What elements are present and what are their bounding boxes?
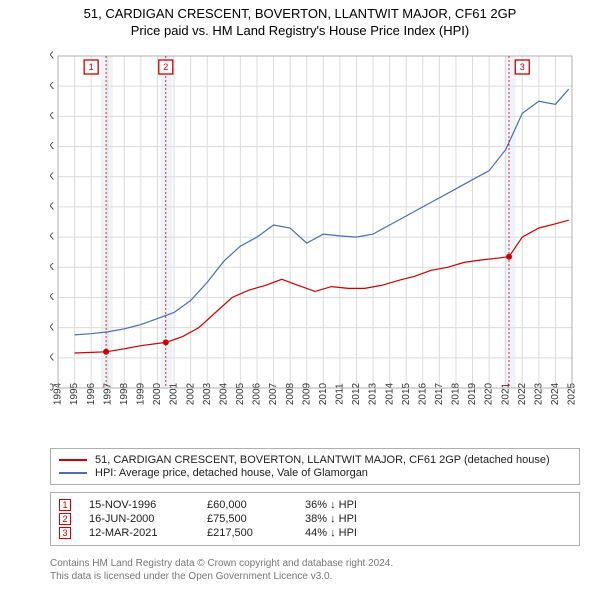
event-row: 2 16-JUN-2000 £75,500 38% ↓ HPI — [59, 513, 571, 525]
y-tick-label: £400K — [50, 141, 54, 152]
event-marker-number: 3 — [520, 62, 525, 72]
x-tick-label: 2008 — [285, 382, 296, 405]
x-tick-label: 2011 — [335, 383, 346, 405]
legend-swatch — [59, 472, 87, 474]
x-tick-label: 1996 — [86, 382, 97, 405]
x-tick-label: 2006 — [252, 382, 263, 405]
shade-band — [161, 56, 173, 388]
x-tick-label: 2003 — [202, 382, 213, 405]
y-tick-label: £300K — [50, 202, 54, 213]
y-tick-label: £150K — [50, 292, 54, 303]
events-table: 1 15-NOV-1996 £60,000 36% ↓ HPI 2 16-JUN-2000… — [50, 492, 580, 546]
y-tick-label: £500K — [50, 81, 54, 92]
event-date: 16-JUN-2000 — [89, 513, 189, 525]
event-point — [103, 349, 109, 355]
x-tick-label: 2005 — [235, 382, 246, 405]
event-point — [506, 254, 512, 260]
footer-note: Contains HM Land Registry data © Crown c… — [50, 558, 580, 583]
x-tick-label: 1999 — [136, 382, 147, 405]
event-date: 12-MAR-2021 — [89, 527, 189, 539]
x-tick-label: 2013 — [368, 382, 379, 405]
x-tick-label: 2012 — [351, 382, 362, 405]
footer-line-2: This data is licensed under the Open Gov… — [50, 571, 332, 582]
series-hpi — [75, 89, 569, 335]
event-row: 1 15-NOV-1996 £60,000 36% ↓ HPI — [59, 499, 571, 511]
x-tick-label: 2024 — [550, 382, 561, 405]
legend-row: 51, CARDIGAN CRESCENT, BOVERTON, LLANTWI… — [59, 454, 571, 466]
y-tick-label: £450K — [50, 111, 54, 122]
x-tick-label: 2019 — [467, 382, 478, 405]
x-tick-label: 2018 — [451, 382, 462, 405]
event-point — [163, 339, 169, 345]
legend-box: 51, CARDIGAN CRESCENT, BOVERTON, LLANTWI… — [50, 448, 580, 485]
event-marker-box: 2 — [59, 513, 71, 525]
title-line-1: 51, CARDIGAN CRESCENT, BOVERTON, LLANTWI… — [0, 6, 600, 23]
event-diff: 38% ↓ HPI — [305, 513, 357, 525]
x-tick-label: 2020 — [484, 382, 495, 405]
footer-line-1: Contains HM Land Registry data © Crown c… — [50, 558, 393, 569]
x-tick-label: 1995 — [69, 382, 80, 405]
event-date: 15-NOV-1996 — [89, 499, 189, 511]
event-marker-box: 1 — [59, 499, 71, 511]
x-tick-label: 2022 — [517, 382, 528, 405]
event-marker-number: 2 — [163, 62, 168, 72]
x-tick-label: 1997 — [102, 382, 113, 405]
event-price: £217,500 — [207, 527, 287, 539]
x-tick-label: 2010 — [318, 382, 329, 405]
x-tick-label: 2000 — [152, 382, 163, 405]
event-price: £75,500 — [207, 513, 287, 525]
y-tick-label: £200K — [50, 262, 54, 273]
x-tick-label: 2004 — [218, 382, 229, 405]
event-marker-number: 1 — [89, 62, 94, 72]
x-tick-label: 2016 — [417, 382, 428, 405]
x-tick-label: 2021 — [500, 382, 511, 405]
event-row: 3 12-MAR-2021 £217,500 44% ↓ HPI — [59, 527, 571, 539]
x-tick-label: 2017 — [434, 382, 445, 405]
x-tick-label: 1998 — [119, 382, 130, 405]
x-tick-label: 2009 — [301, 382, 312, 405]
event-marker-box: 3 — [59, 527, 71, 539]
y-tick-label: £350K — [50, 171, 54, 182]
x-tick-label: 2023 — [533, 382, 544, 405]
event-price: £60,000 — [207, 499, 287, 511]
x-tick-label: 2015 — [401, 382, 412, 405]
legend-label: HPI: Average price, detached house, Vale… — [95, 467, 368, 479]
x-tick-label: 2007 — [268, 382, 279, 405]
y-tick-label: £250K — [50, 232, 54, 243]
title-block: 51, CARDIGAN CRESCENT, BOVERTON, LLANTWI… — [0, 0, 600, 40]
title-line-2: Price paid vs. HM Land Registry's House … — [0, 23, 600, 40]
shade-band — [101, 56, 113, 388]
chart-container: 51, CARDIGAN CRESCENT, BOVERTON, LLANTWI… — [0, 0, 600, 590]
x-tick-label: 2002 — [185, 382, 196, 405]
x-tick-label: 2014 — [384, 382, 395, 405]
y-tick-label: £100K — [50, 322, 54, 333]
event-diff: 44% ↓ HPI — [305, 527, 357, 539]
y-tick-label: £550K — [50, 51, 54, 62]
plot-border — [58, 56, 572, 388]
event-diff: 36% ↓ HPI — [305, 499, 357, 511]
y-tick-label: £50K — [50, 352, 54, 363]
plot-area: £0£50K£100K£150K£200K£250K£300K£350K£400… — [50, 48, 580, 418]
series-property_price — [75, 220, 569, 353]
legend-label: 51, CARDIGAN CRESCENT, BOVERTON, LLANTWI… — [95, 454, 550, 466]
x-tick-label: 2001 — [169, 382, 180, 405]
legend-row: HPI: Average price, detached house, Vale… — [59, 467, 571, 479]
legend-swatch — [59, 459, 87, 461]
